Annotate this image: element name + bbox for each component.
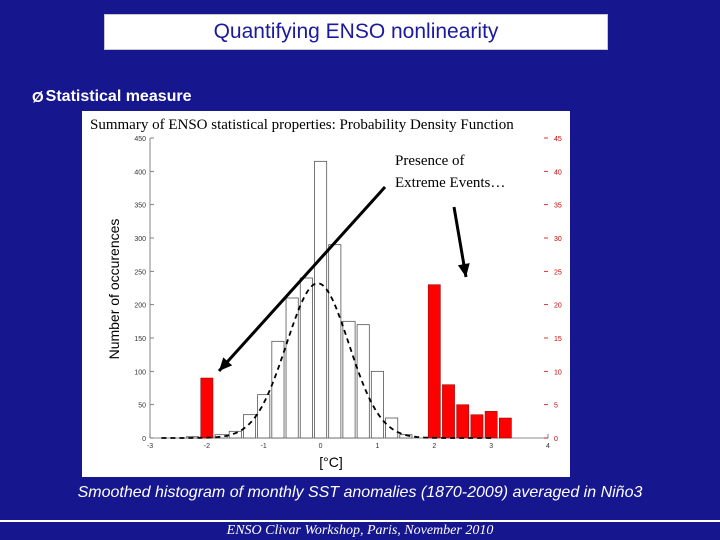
arrow-bullet-icon: Ø (32, 88, 44, 106)
x-tick-label: 1 (375, 443, 379, 450)
extreme-bar (484, 411, 498, 439)
right-tick-label: 0 (554, 436, 558, 443)
x-tick-label: -3 (147, 443, 153, 450)
figure-caption: Smoothed histogram of monthly SST anomal… (77, 484, 643, 501)
extreme-bar (442, 384, 455, 439)
y-axis-label: Number of occurences (106, 219, 122, 360)
right-tick-label: 10 (554, 369, 562, 376)
x-tick-label: -2 (204, 443, 210, 450)
right-tick-label: 40 (554, 169, 562, 176)
annotation-arrow-line (217, 185, 387, 373)
right-tick-label: 30 (554, 236, 562, 243)
x-tick-label: 0 (319, 443, 323, 450)
histogram-bar (342, 320, 356, 439)
bullet-item: Ø Statistical measure (32, 88, 192, 106)
left-tick-label: 50 (138, 403, 146, 410)
slide-title: Quantifying ENSO nonlinearity (213, 20, 499, 43)
extreme-events-annotation: Presence of Extreme Events… (395, 153, 505, 191)
left-tick-label: 300 (134, 236, 146, 243)
left-tick-label: 100 (134, 369, 146, 376)
left-tick-label: 250 (134, 269, 146, 276)
left-tick-label: 0 (142, 436, 146, 443)
right-tick-label: 20 (554, 303, 562, 310)
histogram-bar (257, 394, 271, 439)
extreme-bar (499, 417, 512, 439)
bullet-text: Statistical measure (45, 88, 192, 105)
histogram-bar (285, 297, 299, 439)
slide-title-box: Quantifying ENSO nonlinearity (104, 14, 608, 50)
extreme-bar (470, 414, 484, 439)
x-tick-label: 2 (432, 443, 436, 450)
figure-title: Summary of ENSO statistical properties: … (90, 117, 514, 133)
histogram-bar (242, 414, 257, 439)
left-tick-label: 350 (134, 203, 146, 210)
footer-divider (0, 520, 720, 522)
right-tick-label: 25 (554, 269, 562, 276)
histogram-bar (370, 370, 384, 439)
histogram-bar (314, 160, 328, 439)
left-tick-label: 450 (134, 136, 146, 143)
extreme-bar (427, 284, 441, 439)
x-axis-label: [°C] (319, 454, 343, 470)
extreme-bar (200, 377, 214, 439)
right-tick-label: 45 (554, 136, 562, 143)
fit-curve (161, 282, 492, 439)
left-tick-label: 400 (134, 169, 146, 176)
x-tick-label: -1 (261, 443, 267, 450)
right-tick-label: 15 (554, 336, 562, 343)
arrowhead-icon (457, 263, 470, 277)
right-tick-label: 35 (554, 203, 562, 210)
left-tick-label: 200 (134, 303, 146, 310)
histogram-bar (328, 244, 342, 439)
left-tick-label: 150 (134, 336, 146, 343)
arrowhead-icon (219, 357, 233, 371)
histogram-bar (299, 277, 313, 439)
footer-text: ENSO Clivar Workshop, Paris, November 20… (226, 523, 494, 538)
histogram-bar (271, 340, 285, 439)
right-tick-label: 5 (554, 403, 558, 410)
histogram-bar (356, 324, 370, 439)
x-tick-label: 4 (546, 443, 550, 450)
histogram-bar (228, 430, 242, 439)
x-tick-label: 3 (489, 443, 493, 450)
extreme-bar (456, 404, 470, 439)
